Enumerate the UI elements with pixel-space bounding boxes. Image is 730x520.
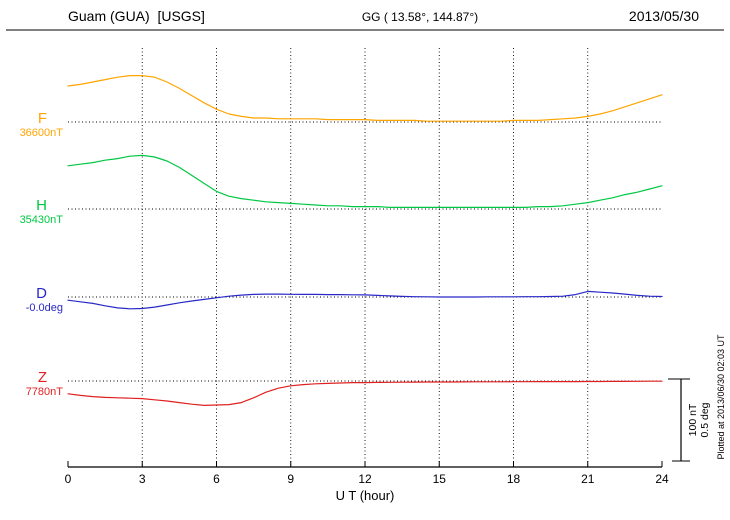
trace-Z xyxy=(67,380,663,406)
x-tick-label-6: 6 xyxy=(213,472,220,486)
station-title: Guam (GUA) [USGS] xyxy=(68,8,205,24)
trace-D xyxy=(67,290,663,310)
x-tick-label-0: 0 xyxy=(65,472,72,486)
x-tick-label-24: 24 xyxy=(655,472,669,486)
channel-label-H: H xyxy=(36,197,47,214)
x-tick-label-21: 21 xyxy=(581,472,595,486)
channel-label-D: D xyxy=(36,285,47,302)
scale-bar-deg-label: 0.5 deg xyxy=(699,402,711,437)
channel-baseline-label-H: 35430nT xyxy=(20,214,64,226)
trace-H xyxy=(67,154,663,208)
x-tick-label-18: 18 xyxy=(507,472,521,486)
plotted-at-note: Plotted at 2013/06/30 02:03 UT xyxy=(716,334,726,460)
channel-baseline-label-Z: 7780nT xyxy=(26,386,64,398)
x-tick-label-15: 15 xyxy=(433,472,447,486)
station-coordinates: GG ( 13.58°, 144.87°) xyxy=(361,10,479,24)
x-tick-label-3: 3 xyxy=(139,472,146,486)
channel-baseline-label-D: -0.0deg xyxy=(26,302,63,314)
x-tick-label-12: 12 xyxy=(358,472,372,486)
channel-label-Z: Z xyxy=(38,369,47,386)
plot-date: 2013/05/30 xyxy=(628,8,699,24)
trace-F xyxy=(67,74,663,122)
x-axis-label: U T (hour) xyxy=(336,488,395,503)
channel-baseline-label-F: 36600nT xyxy=(20,127,64,139)
x-tick-label-9: 9 xyxy=(287,472,294,486)
channel-label-F: F xyxy=(38,110,47,127)
scale-bar-nt-label: 100 nT xyxy=(687,403,699,436)
